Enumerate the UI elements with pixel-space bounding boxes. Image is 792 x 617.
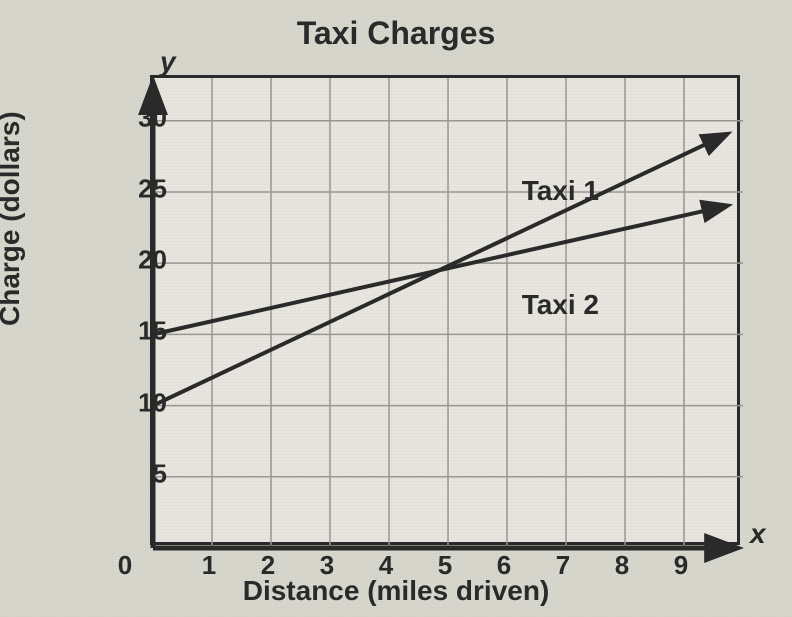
y-var-label: y: [160, 46, 176, 78]
x-tick-label: 1: [202, 550, 216, 581]
chart-svg: [153, 78, 743, 548]
y-tick-label: 20: [138, 245, 167, 276]
series-label: Taxi 2: [522, 289, 599, 321]
x-tick-label: 9: [674, 550, 688, 581]
y-tick-label: 5: [153, 458, 167, 489]
plot-area: [150, 75, 740, 545]
x-var-label: x: [750, 518, 766, 550]
series-label: Taxi 1: [522, 175, 599, 207]
x-tick-label: 7: [556, 550, 570, 581]
x-tick-label: 6: [497, 550, 511, 581]
x-axis-title: Distance (miles driven): [20, 575, 772, 607]
origin-label: 0: [118, 550, 132, 581]
chart-title: Taxi Charges: [20, 15, 772, 52]
y-axis-title: Charge (dollars): [0, 111, 26, 326]
x-tick-label: 8: [615, 550, 629, 581]
y-tick-label: 10: [138, 387, 167, 418]
x-tick-label: 4: [379, 550, 393, 581]
x-tick-label: 5: [438, 550, 452, 581]
y-tick-label: 30: [138, 102, 167, 133]
chart-container: Taxi Charges Charge (dollars) Distance (…: [20, 10, 772, 607]
y-tick-label: 15: [138, 316, 167, 347]
series-line: [153, 206, 725, 334]
y-tick-label: 25: [138, 173, 167, 204]
x-tick-label: 2: [261, 550, 275, 581]
x-tick-label: 3: [320, 550, 334, 581]
